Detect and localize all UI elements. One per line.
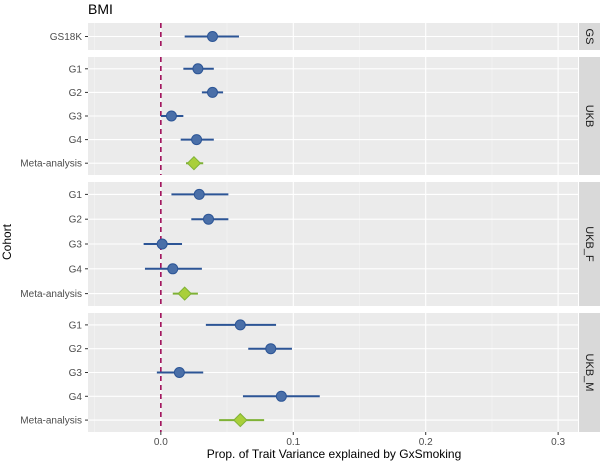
facet-strip-label: UKB [583, 105, 595, 128]
facet-strip [579, 23, 600, 50]
estimate-point [191, 134, 203, 146]
y-tick-label: G2 [69, 344, 83, 355]
y-tick-label: G2 [69, 88, 83, 99]
meta-estimate-diamond [233, 412, 248, 428]
x-axis: 0.0 0.1 0.2 0.3 [154, 432, 566, 448]
estimate-point [165, 110, 177, 122]
panel-gs: GS18K GS [50, 23, 600, 50]
estimate-point [203, 213, 215, 225]
facet-strip-label: UKB_F [583, 226, 595, 262]
y-tick-label: G4 [69, 392, 83, 403]
y-tick-label: G2 [69, 215, 83, 226]
x-axis-title: Prop. of Trait Variance explained by GxS… [207, 447, 462, 461]
y-tick-label: G3 [69, 368, 83, 379]
estimate-point [156, 238, 168, 250]
estimate-point [234, 319, 246, 331]
y-tick-label: G3 [69, 112, 83, 123]
panel-ukb-m: G1 G2 G3 G4 Meta-analysis UKB_M [20, 313, 600, 432]
panel-ukb-f: G1 G2 G3 G4 Meta-analysis UKB_F [20, 182, 600, 306]
panels-layer: GS18K GS G1 G2 G3 G4 Meta-analysis UKB G1 G2 G3 G4 M… [20, 23, 600, 432]
estimate-point [193, 188, 205, 200]
facet-strip [579, 182, 600, 306]
x-tick-label: 0.3 [551, 437, 565, 448]
facet-strip [579, 57, 600, 175]
y-tick-label: G3 [69, 240, 83, 251]
estimate-point [206, 31, 218, 42]
y-tick-label: GS18K [50, 32, 83, 43]
estimate-point [206, 86, 218, 98]
y-tick-label: G1 [69, 64, 83, 75]
x-tick-label: 0.0 [154, 437, 168, 448]
facet-strip [579, 313, 600, 432]
meta-estimate-diamond [177, 286, 192, 301]
x-tick-label: 0.1 [286, 437, 300, 448]
x-tick-label: 0.2 [419, 437, 433, 448]
chart-title: BMI [88, 1, 113, 17]
estimate-point [275, 390, 287, 402]
estimate-point [265, 343, 277, 355]
estimate-point [167, 263, 179, 275]
estimate-point [192, 63, 204, 75]
meta-estimate-diamond [186, 155, 202, 171]
y-tick-label: G4 [69, 264, 83, 275]
facet-strip-label: UKB_M [583, 354, 595, 392]
y-tick-label: G1 [69, 190, 83, 201]
y-tick-label: Meta-analysis [20, 416, 82, 427]
y-tick-label: G1 [69, 320, 83, 331]
panel-ukb: G1 G2 G3 G4 Meta-analysis UKB [20, 57, 600, 175]
y-tick-label: Meta-analysis [20, 159, 82, 170]
y-axis-title: Cohort [0, 223, 14, 260]
y-tick-label: Meta-analysis [20, 289, 82, 300]
y-tick-label: G4 [69, 135, 83, 146]
estimate-point [173, 367, 185, 378]
facet-strip-label: GS [583, 29, 595, 45]
